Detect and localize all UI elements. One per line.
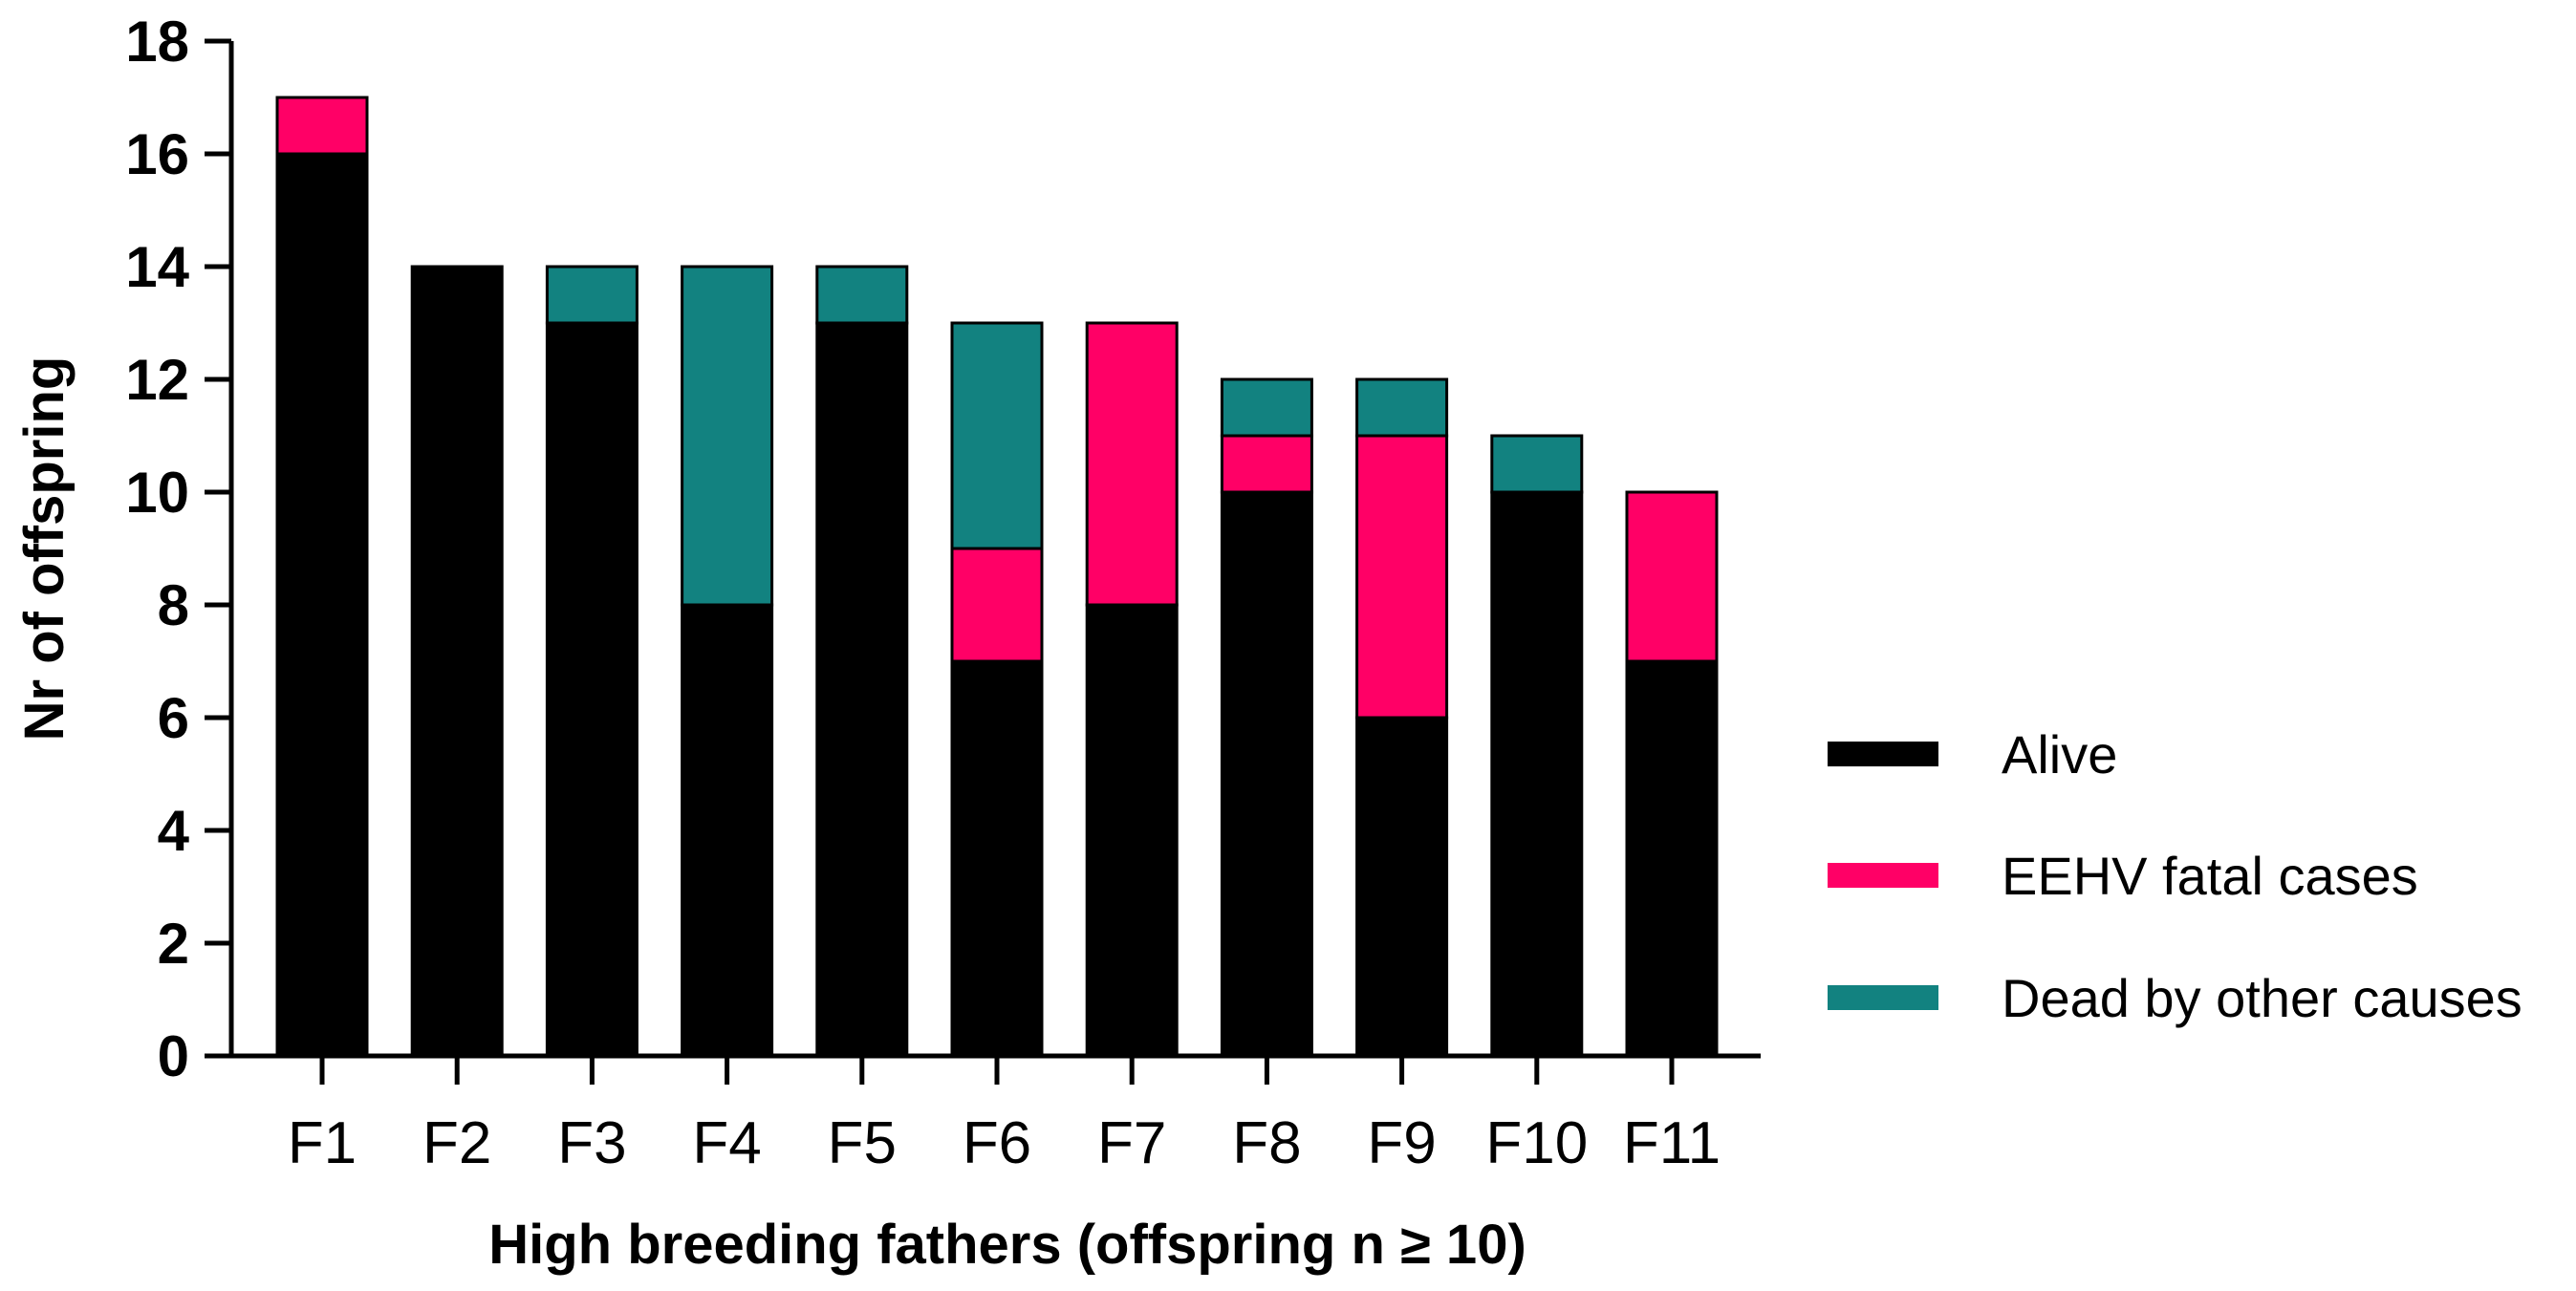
bar-f11-series-0 (1625, 659, 1719, 1058)
y-tick-label: 8 (158, 573, 189, 637)
x-ticks: F1 F2 F3 F4 F5 F6 F7 F8 F9 F10 F11 (288, 1056, 1721, 1176)
bar-f7-series-1 (1085, 321, 1179, 607)
y-tick-label: 12 (125, 348, 189, 412)
x-tick-label-f7: F7 (1097, 1110, 1166, 1176)
y-ticks: 0 2 4 6 8 10 12 14 16 18 (125, 10, 231, 1088)
bar-f8-series-1 (1220, 434, 1313, 494)
x-tick-label-f10: F10 (1485, 1110, 1588, 1176)
x-tick-label-f1: F1 (288, 1110, 357, 1176)
bar-f7-series-0 (1085, 603, 1179, 1058)
y-tick-label: 2 (158, 912, 189, 976)
bar-f5-series-0 (815, 321, 909, 1058)
bar-f4-series-2 (681, 265, 774, 607)
x-tick-label-f5: F5 (828, 1110, 897, 1176)
y-tick-label: 6 (158, 686, 189, 750)
y-tick-label: 14 (125, 235, 189, 299)
bar-f1-series-1 (275, 96, 369, 156)
bar-f11-series-1 (1625, 490, 1719, 663)
bar-f5-series-2 (815, 265, 909, 325)
bars-layer (275, 96, 1719, 1058)
bar-f3-series-0 (545, 321, 639, 1058)
legend-swatch-2 (1828, 985, 1938, 1010)
legend-label-0: Alive (2002, 724, 2117, 785)
legend-swatch-0 (1828, 742, 1938, 766)
bar-f9-series-0 (1355, 716, 1449, 1058)
x-tick-label-f2: F2 (422, 1110, 491, 1176)
y-tick-label: 4 (158, 799, 190, 863)
y-axis-title: Nr of offspring (13, 356, 76, 742)
bar-f6-series-0 (950, 659, 1044, 1058)
x-tick-label-f11: F11 (1623, 1110, 1721, 1176)
bar-f6-series-1 (950, 547, 1044, 663)
bar-f4-series-0 (681, 603, 774, 1058)
legend-swatch-1 (1828, 863, 1938, 888)
bar-f10-series-0 (1490, 490, 1584, 1058)
x-axis-title: High breeding fathers (offspring n ≥ 10) (488, 1214, 1526, 1276)
bar-f10-series-2 (1490, 434, 1584, 494)
x-tick-label-f4: F4 (692, 1110, 761, 1176)
y-tick-label: 10 (125, 461, 189, 525)
x-tick-label-f3: F3 (557, 1110, 626, 1176)
legend-label-2: Dead by other causes (2002, 968, 2522, 1028)
bar-f6-series-2 (950, 321, 1044, 550)
y-tick-label: 16 (125, 122, 189, 186)
bar-f2-series-0 (410, 265, 504, 1058)
bar-f3-series-2 (545, 265, 639, 325)
bar-f9-series-1 (1355, 434, 1449, 720)
y-tick-label: 0 (158, 1024, 189, 1088)
y-tick-label: 18 (125, 10, 189, 74)
x-tick-label-f6: F6 (963, 1110, 1031, 1176)
bar-f8-series-0 (1220, 490, 1313, 1058)
bar-f8-series-2 (1220, 377, 1313, 438)
x-tick-label-f8: F8 (1232, 1110, 1301, 1176)
bar-f9-series-2 (1355, 377, 1449, 438)
legend-label-1: EEHV fatal cases (2002, 846, 2418, 906)
x-tick-label-f9: F9 (1367, 1110, 1436, 1176)
legend: Alive EEHV fatal cases Dead by other cause… (1828, 724, 2522, 1028)
bar-f1-series-0 (275, 152, 369, 1058)
